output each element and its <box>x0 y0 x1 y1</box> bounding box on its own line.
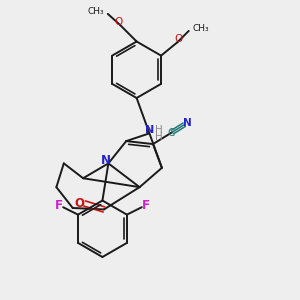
Text: F: F <box>55 199 63 212</box>
Text: N: N <box>183 118 191 128</box>
Text: CH₃: CH₃ <box>192 24 209 33</box>
Text: O: O <box>74 197 84 210</box>
Text: H: H <box>155 125 163 135</box>
Text: O: O <box>175 34 183 44</box>
Text: O: O <box>115 17 123 27</box>
Text: F: F <box>142 199 150 212</box>
Text: H: H <box>155 132 163 142</box>
Text: N: N <box>101 154 111 167</box>
Text: C: C <box>167 128 175 138</box>
Text: N: N <box>146 125 154 135</box>
Text: CH₃: CH₃ <box>88 7 104 16</box>
